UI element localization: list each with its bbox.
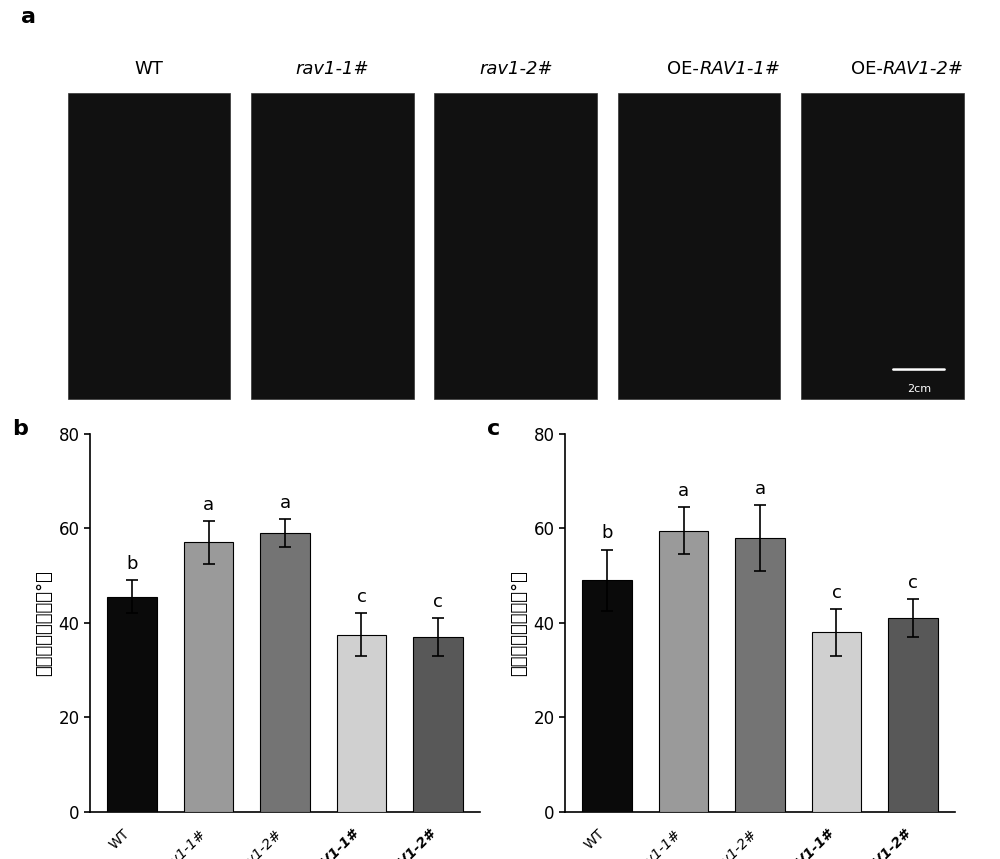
Y-axis label: 第二节位叶夹角（°）: 第二节位叶夹角（°） — [510, 570, 528, 676]
Text: rav1-1#: rav1-1# — [296, 60, 369, 78]
Y-axis label: 第一节位叶夹角（°）: 第一节位叶夹角（°） — [35, 570, 53, 676]
Bar — [184, 543, 233, 812]
Bar — [68, 93, 230, 399]
Text: rav1-1#: rav1-1# — [633, 827, 684, 859]
Bar — [251, 93, 414, 399]
Text: WT: WT — [581, 827, 607, 852]
Text: rav1-2#: rav1-2# — [710, 827, 760, 859]
Text: OE-: OE- — [851, 60, 882, 78]
Text: c: c — [433, 593, 443, 611]
Text: c: c — [487, 418, 500, 439]
Text: OE-RAV1-1#: OE-RAV1-1# — [286, 827, 361, 859]
Text: WT: WT — [135, 60, 164, 78]
Bar — [413, 637, 463, 812]
Text: a: a — [279, 494, 291, 512]
Bar — [659, 531, 708, 812]
Text: b: b — [126, 555, 138, 573]
Bar — [107, 597, 157, 812]
Bar — [434, 93, 597, 399]
Text: a: a — [203, 497, 214, 514]
Bar — [735, 538, 785, 812]
Text: WT: WT — [106, 827, 132, 852]
Text: a: a — [678, 482, 689, 500]
Text: OE-RAV1-2#: OE-RAV1-2# — [362, 827, 438, 859]
Text: rav1-2#: rav1-2# — [479, 60, 553, 78]
Text: a: a — [21, 7, 36, 27]
Text: RAV1-2#: RAV1-2# — [882, 60, 963, 78]
Text: a: a — [754, 479, 766, 497]
Text: c: c — [832, 583, 841, 601]
Bar — [260, 533, 310, 812]
Text: OE-RAV1-1#: OE-RAV1-1# — [761, 827, 836, 859]
Text: b: b — [601, 525, 613, 543]
Bar — [618, 93, 780, 399]
Text: rav1-1#: rav1-1# — [158, 827, 209, 859]
Bar — [337, 635, 386, 812]
Text: OE-: OE- — [667, 60, 699, 78]
Text: rav1-2#: rav1-2# — [235, 827, 285, 859]
Bar — [812, 632, 861, 812]
Text: RAV1-1#: RAV1-1# — [699, 60, 780, 78]
Bar — [888, 618, 938, 812]
Text: b: b — [12, 418, 28, 439]
Bar — [582, 581, 632, 812]
Text: OE-RAV1-2#: OE-RAV1-2# — [837, 827, 913, 859]
Bar — [801, 93, 964, 399]
Text: c: c — [357, 588, 366, 606]
Text: 2cm: 2cm — [907, 385, 931, 394]
Text: c: c — [908, 574, 918, 592]
